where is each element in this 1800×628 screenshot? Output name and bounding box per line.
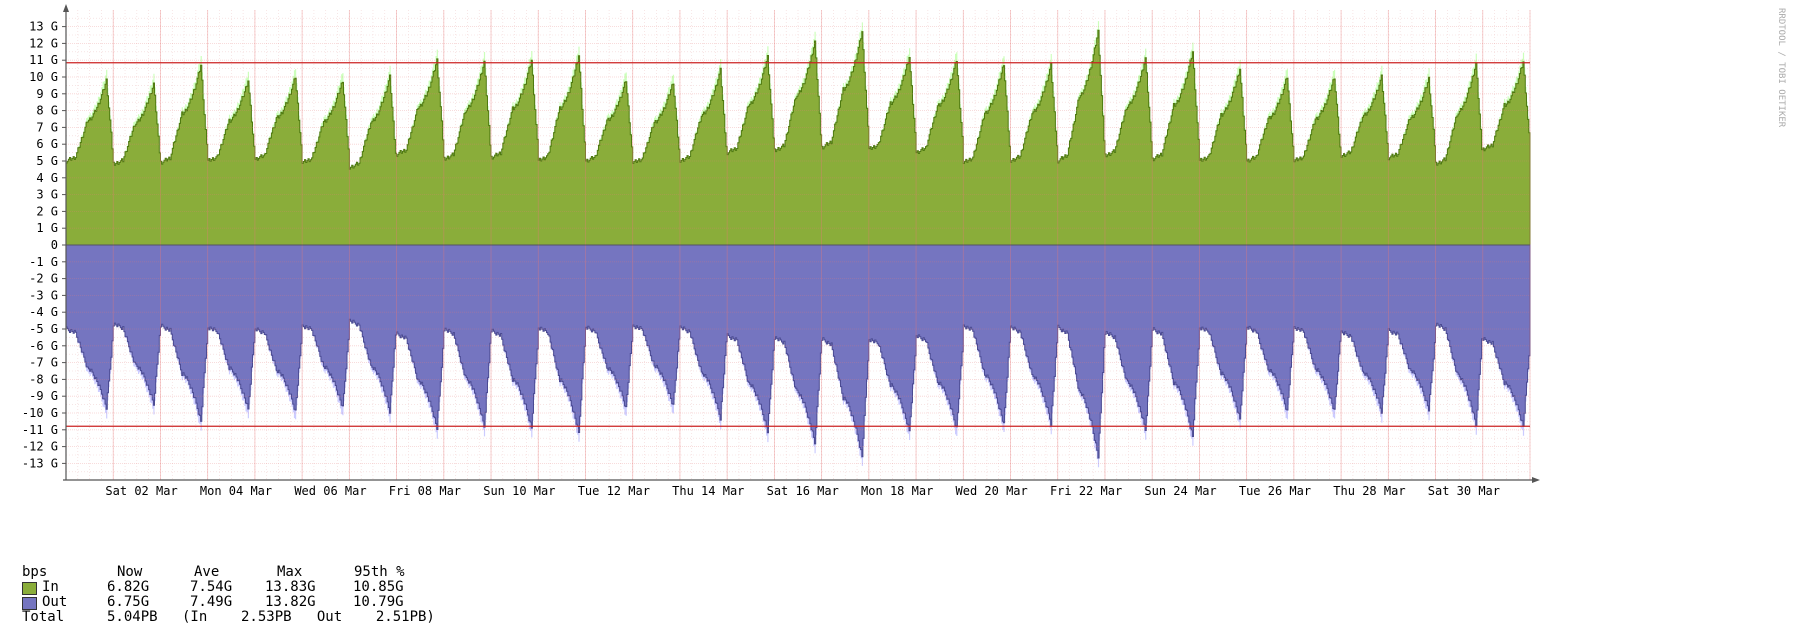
y-tick-label: -2 G: [29, 272, 58, 286]
x-tick-label: Thu 28 Mar: [1333, 484, 1405, 498]
legend-out-ave: 7.49G: [190, 594, 233, 610]
y-axis-arrow-icon: [63, 4, 69, 12]
x-axis-arrow-icon: [1532, 477, 1540, 483]
legend-total-label: Total: [22, 609, 65, 625]
y-tick-label: 3 G: [36, 188, 58, 202]
y-tick-label: 5 G: [36, 154, 58, 168]
y-tick-label: 12 G: [29, 36, 58, 50]
x-tick-label: Tue 12 Mar: [578, 484, 650, 498]
in-swatch-icon: [22, 582, 37, 595]
y-tick-label: -9 G: [29, 389, 58, 403]
y-tick-label: 1 G: [36, 221, 58, 235]
y-tick-label: 2 G: [36, 204, 58, 218]
legend-out-label: Out: [42, 594, 68, 610]
y-tick-label: 10 G: [29, 70, 58, 84]
y-tick-label: -10 G: [22, 406, 58, 420]
x-tick-label: Sat 16 Mar: [767, 484, 839, 498]
series-out-area: [65, 244, 1531, 459]
legend-row-in: In 6.82G 7.54G 13.83G 10.85G: [22, 580, 722, 595]
y-tick-label: 0: [51, 238, 58, 252]
legend-total-detail: (In 2.53PB Out 2.51PB): [182, 609, 435, 625]
x-tick-labels: Sat 02 Mar Mon 04 Mar Wed 06 Mar Fri 08 Mar…: [105, 484, 1500, 498]
legend-in-ave: 7.54G: [190, 579, 233, 595]
legend-in-max: 13.83G: [265, 579, 316, 595]
y-tick-label: -8 G: [29, 372, 58, 386]
y-tick-label: -13 G: [22, 456, 58, 470]
x-tick-label: Sat 30 Mar: [1428, 484, 1500, 498]
x-tick-label: Sun 24 Mar: [1144, 484, 1216, 498]
x-tick-label: Wed 20 Mar: [956, 484, 1028, 498]
watermark: RRDTOOL / TOBI OETIKER: [1776, 8, 1786, 128]
legend-in-now: 6.82G: [107, 579, 150, 595]
y-tick-label: 9 G: [36, 87, 58, 101]
legend-unit: bps: [22, 564, 48, 580]
y-tick-label: 7 G: [36, 120, 58, 134]
legend-header: bps Now Ave Max 95th %: [22, 565, 722, 580]
legend-col-ave: Ave: [194, 564, 220, 580]
y-tick-label: -7 G: [29, 356, 58, 370]
y-tick-label: 8 G: [36, 104, 58, 118]
legend-row-out: Out 6.75G 7.49G 13.82G 10.79G: [22, 595, 722, 610]
y-tick-label: 11 G: [29, 53, 58, 67]
legend-col-pct: 95th %: [354, 564, 405, 580]
y-tick-label: -12 G: [22, 440, 58, 454]
y-tick-label: 13 G: [29, 20, 58, 34]
y-tick-label: 6 G: [36, 137, 58, 151]
axes: [62, 4, 1540, 483]
legend-out-now: 6.75G: [107, 594, 150, 610]
x-tick-label: Tue 26 Mar: [1239, 484, 1311, 498]
y-tick-label: -5 G: [29, 322, 58, 336]
legend-out-max: 13.82G: [265, 594, 316, 610]
x-tick-label: Thu 14 Mar: [672, 484, 744, 498]
legend-row-total: Total 5.04PB (In 2.53PB Out 2.51PB): [22, 610, 722, 625]
y-tick-label: 4 G: [36, 171, 58, 185]
y-tick-labels: 13 G 12 G 11 G 10 G 9 G 8 G 7 G 6 G 5 G 4 G 3 G 2 G…: [22, 20, 58, 471]
legend-col-now: Now: [117, 564, 143, 580]
legend-total-value: 5.04PB: [107, 609, 158, 625]
legend-in-pct: 10.85G: [353, 579, 404, 595]
y-tick-label: -6 G: [29, 339, 58, 353]
legend-in-label: In: [42, 579, 59, 595]
legend-out-pct: 10.79G: [353, 594, 404, 610]
x-tick-label: Sat 02 Mar: [105, 484, 177, 498]
legend: bps Now Ave Max 95th % In 6.82G 7.54G 13…: [22, 565, 722, 625]
legend-col-max: Max: [277, 564, 303, 580]
y-tick-label: -4 G: [29, 305, 58, 319]
x-tick-label: Fri 22 Mar: [1050, 484, 1122, 498]
traffic-areas: [65, 21, 1531, 468]
percentile-lines: [66, 62, 1530, 427]
y-tick-label: -1 G: [29, 255, 58, 269]
y-tick-label: -3 G: [29, 288, 58, 302]
x-tick-label: Wed 06 Mar: [294, 484, 366, 498]
y-tick-label: -11 G: [22, 423, 58, 437]
series-in-area: [65, 29, 1531, 246]
x-tick-label: Mon 18 Mar: [861, 484, 933, 498]
traffic-chart: 13 G 12 G 11 G 10 G 9 G 8 G 7 G 6 G 5 G 4 G 3 G 2 G…: [22, 4, 1540, 498]
x-tick-label: Mon 04 Mar: [200, 484, 272, 498]
out-swatch-icon: [22, 597, 37, 610]
x-tick-label: Sun 10 Mar: [483, 484, 555, 498]
x-tick-label: Fri 08 Mar: [389, 484, 461, 498]
